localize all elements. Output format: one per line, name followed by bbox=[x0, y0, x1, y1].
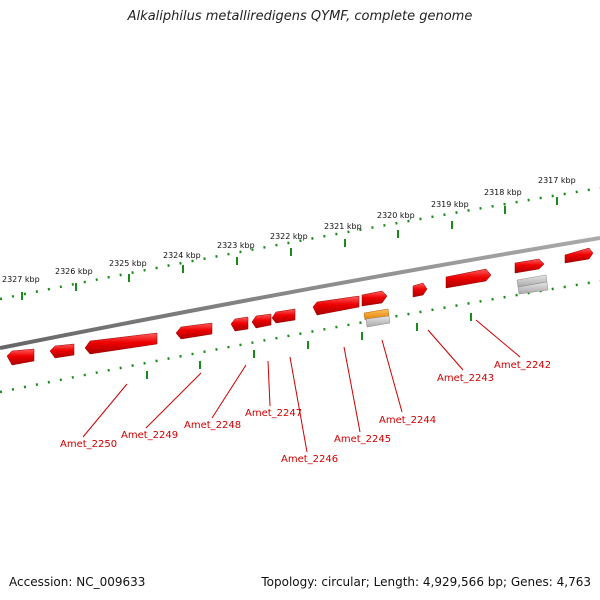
reverse-strand-genes bbox=[6, 295, 360, 366]
gene-feature[interactable] bbox=[361, 290, 388, 307]
inner-major-ticks bbox=[146, 313, 472, 379]
leader-line bbox=[145, 372, 202, 429]
gene-label[interactable]: Amet_2247 bbox=[245, 408, 302, 419]
gene-feature[interactable] bbox=[271, 308, 296, 324]
gene-feature[interactable] bbox=[412, 282, 428, 298]
gene-feature[interactable] bbox=[6, 348, 35, 366]
pseudogene-feature[interactable] bbox=[365, 315, 391, 328]
kbp-label: 2324 kbp bbox=[163, 251, 201, 260]
kbp-label: 2317 kbp bbox=[538, 176, 576, 185]
gene-feature[interactable] bbox=[312, 295, 360, 316]
forward-strand-genes bbox=[361, 247, 594, 307]
gene-feature[interactable] bbox=[49, 343, 75, 359]
kbp-label: 2326 kbp bbox=[55, 267, 93, 276]
kbp-label: 2327 kbp bbox=[2, 275, 40, 284]
gene-label[interactable]: Amet_2249 bbox=[121, 430, 178, 441]
leader-line bbox=[267, 360, 271, 407]
leader-line bbox=[289, 356, 308, 453]
gene-feature[interactable] bbox=[445, 268, 492, 289]
kbp-label: 2322 kbp bbox=[270, 232, 308, 241]
gene-feature[interactable] bbox=[564, 247, 594, 264]
gene-label[interactable]: Amet_2243 bbox=[437, 373, 494, 384]
genome-summary-text: Topology: circular; Length: 4,929,566 bp… bbox=[261, 575, 591, 589]
outer-tick-track bbox=[0, 186, 600, 301]
kbp-label: 2323 kbp bbox=[217, 241, 255, 250]
kbp-label: 2325 kbp bbox=[109, 259, 147, 268]
leader-line bbox=[343, 346, 361, 433]
label-leader-lines bbox=[82, 319, 521, 453]
gene-feature[interactable] bbox=[251, 313, 272, 329]
kbp-label: 2318 kbp bbox=[484, 188, 522, 197]
gene-feature[interactable] bbox=[514, 258, 545, 274]
gene-feature[interactable] bbox=[84, 332, 158, 355]
other-features bbox=[363, 274, 549, 328]
kbp-label: 2320 kbp bbox=[377, 211, 415, 220]
gene-feature[interactable] bbox=[230, 316, 249, 332]
leader-line bbox=[427, 329, 464, 371]
leader-line bbox=[381, 339, 403, 413]
gene-label[interactable]: Amet_2248 bbox=[184, 420, 241, 431]
gene-feature[interactable] bbox=[175, 322, 213, 340]
gene-label[interactable]: Amet_2244 bbox=[379, 415, 436, 426]
gene-label[interactable]: Amet_2245 bbox=[334, 434, 391, 445]
gene-label[interactable]: Amet_2246 bbox=[281, 454, 338, 465]
map-title: Alkaliphilus metalliredigens QYMF, compl… bbox=[127, 9, 473, 24]
kbp-label: 2321 kbp bbox=[324, 222, 362, 231]
gene-label[interactable]: Amet_2250 bbox=[60, 439, 117, 450]
genome-backbone bbox=[0, 236, 600, 350]
leader-line bbox=[475, 319, 521, 358]
outer-major-ticks bbox=[21, 197, 558, 300]
gene-label[interactable]: Amet_2242 bbox=[494, 360, 551, 371]
pseudogene-feature[interactable] bbox=[517, 281, 549, 295]
kbp-label: 2319 kbp bbox=[431, 200, 469, 209]
leader-line bbox=[211, 364, 247, 419]
accession-text: Accession: NC_009633 bbox=[9, 575, 146, 589]
inner-tick-track bbox=[0, 279, 600, 394]
leader-line bbox=[82, 383, 128, 438]
